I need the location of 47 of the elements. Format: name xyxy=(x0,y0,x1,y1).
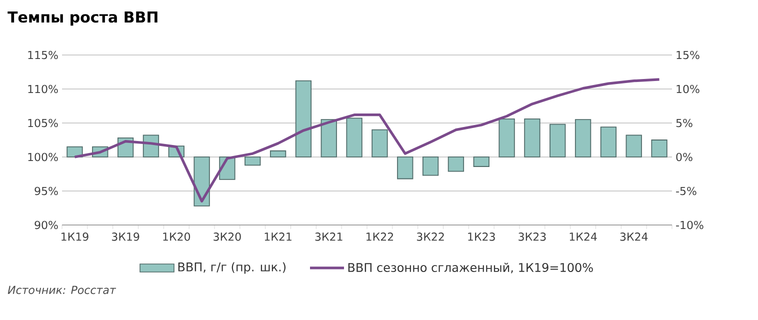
x-tick-label: 3К19 xyxy=(112,232,140,241)
x-tick-label: 1К20 xyxy=(163,232,190,241)
bar xyxy=(498,118,515,158)
bar xyxy=(574,119,592,158)
chart-title: Темпы роста ВВП xyxy=(8,12,158,26)
y2-tick-label: 10% xyxy=(676,84,700,94)
x-tick-label: 1К22 xyxy=(366,232,394,241)
bar xyxy=(66,146,83,158)
y2-tick-label: 0% xyxy=(676,152,692,162)
legend-label: ВВП, г/г (пр. шк.) xyxy=(178,262,286,274)
x-tick-label: 3К20 xyxy=(214,232,241,241)
bar xyxy=(295,80,312,158)
x-tick-label: 1К21 xyxy=(264,232,292,241)
y-tick-label: 105% xyxy=(28,118,58,128)
line-series xyxy=(73,78,661,202)
bar xyxy=(651,140,668,158)
y-tick-label: 115% xyxy=(28,50,58,60)
x-tick-label: 1К23 xyxy=(468,232,495,241)
y2-tick-label: -10% xyxy=(676,220,704,230)
bar xyxy=(550,124,566,158)
bar xyxy=(372,129,388,158)
x-tick-label: 3К24 xyxy=(620,232,648,241)
bar xyxy=(320,119,337,158)
y2-tick-label: 5% xyxy=(676,118,692,128)
x-tick-label: 3К22 xyxy=(416,232,444,241)
bar xyxy=(270,150,286,158)
x-tick-label: 1К19 xyxy=(62,232,88,241)
bar xyxy=(397,156,414,180)
text: Источник: Росстат xyxy=(8,286,116,294)
x-tick-label: 1К24 xyxy=(570,232,597,241)
x-tick-label: 3К23 xyxy=(518,232,546,241)
bar xyxy=(448,156,464,172)
x-tick-label: 3К21 xyxy=(315,232,342,241)
bar xyxy=(346,118,362,158)
y-tick-label: 90% xyxy=(34,220,58,230)
bar xyxy=(626,134,642,158)
bar xyxy=(244,156,261,166)
y2-tick-label: 15% xyxy=(676,50,700,60)
bar xyxy=(600,126,617,158)
y-tick-label: 100% xyxy=(28,152,58,162)
y-tick-label: 110% xyxy=(28,84,58,94)
bar xyxy=(524,118,540,158)
y-tick-label: 95% xyxy=(34,186,58,196)
bar xyxy=(473,156,490,167)
legend-label: ВВП сезонно сглаженный, 1К19=100% xyxy=(348,262,593,274)
y2-tick-label: -5% xyxy=(676,186,696,196)
bar xyxy=(422,156,439,176)
